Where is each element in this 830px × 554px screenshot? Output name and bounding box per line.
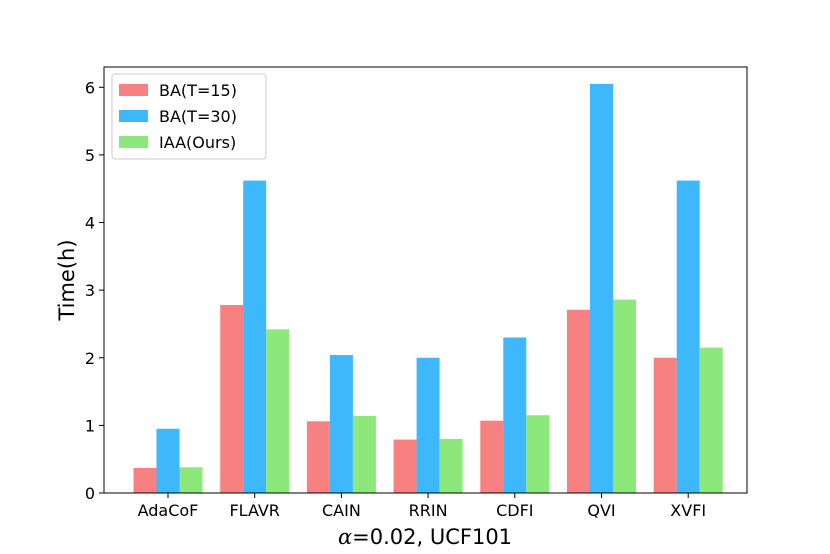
bar-adacof-series-1 [133, 467, 157, 493]
bar-flavr-series-2 [243, 180, 267, 493]
y-tick-label: 6 [85, 78, 95, 97]
bar-qvi-series-1 [567, 309, 590, 493]
legend-label-2: BA(T=30) [159, 107, 237, 126]
x-tick-label-xvfi: XVFI [670, 501, 706, 520]
bar-qvi-series-3 [613, 299, 636, 493]
bar-cain-series-2 [329, 355, 353, 493]
legend-frame [111, 73, 267, 160]
bar-cdfi-series-2 [503, 337, 527, 493]
bar-xvfi-series-2 [676, 180, 700, 493]
bar-cdfi-series-1 [480, 420, 504, 493]
bar-xvfi-series-1 [653, 357, 677, 493]
bar-cain-series-3 [352, 415, 376, 493]
x-tick-label-adacof: AdaCoF [138, 501, 199, 520]
bar-rrin-series-2 [416, 357, 440, 493]
bar-adacof-series-2 [156, 428, 180, 493]
x-axis: AdaCoF FLAVR CAIN RRIN CDFI QVI XVFI [138, 493, 706, 520]
legend-label-3: IAA(Ours) [159, 133, 236, 152]
legend: BA(T=15) BA(T=30) IAA(Ours) [111, 73, 267, 160]
x-tick-label-cdfi: CDFI [496, 501, 533, 520]
y-tick-label: 4 [85, 214, 95, 233]
bar-adacof-series-3 [179, 467, 203, 493]
y-tick-label: 3 [85, 281, 95, 300]
legend-swatch-1 [119, 84, 148, 96]
bars-group [133, 83, 723, 494]
bar-cdfi-series-3 [526, 415, 550, 493]
y-axis: 0 1 2 3 4 5 6 [85, 78, 104, 503]
bar-rrin-series-3 [439, 438, 463, 493]
y-tick-label: 2 [85, 349, 95, 368]
bar-xvfi-series-3 [699, 347, 723, 493]
bar-flavr-series-3 [266, 329, 290, 493]
bar-rrin-series-1 [393, 439, 417, 493]
x-tick-label-cain: CAIN [322, 501, 361, 520]
x-tick-label-flavr: FLAVR [229, 501, 279, 520]
plot-frame [103, 66, 748, 494]
x-tick-label-qvi: QVI [587, 501, 615, 520]
legend-label-1: BA(T=15) [159, 81, 237, 100]
x-axis-label: α=0.02, UCF101 [338, 525, 512, 549]
y-tick-label: 0 [85, 484, 95, 503]
y-axis-label: Time(h) [55, 239, 79, 321]
legend-swatch-3 [119, 136, 148, 148]
x-axis-label-text: =0.02, UCF101 [352, 525, 512, 549]
bar-cain-series-1 [306, 421, 330, 493]
legend-swatch-2 [119, 110, 148, 122]
y-tick-label: 5 [85, 146, 95, 165]
x-axis-label-symbol: α [338, 525, 352, 549]
x-tick-label-rrin: RRIN [409, 501, 448, 520]
bar-qvi-series-2 [590, 83, 613, 494]
bar-flavr-series-1 [220, 305, 244, 493]
y-tick-label: 1 [85, 416, 95, 435]
